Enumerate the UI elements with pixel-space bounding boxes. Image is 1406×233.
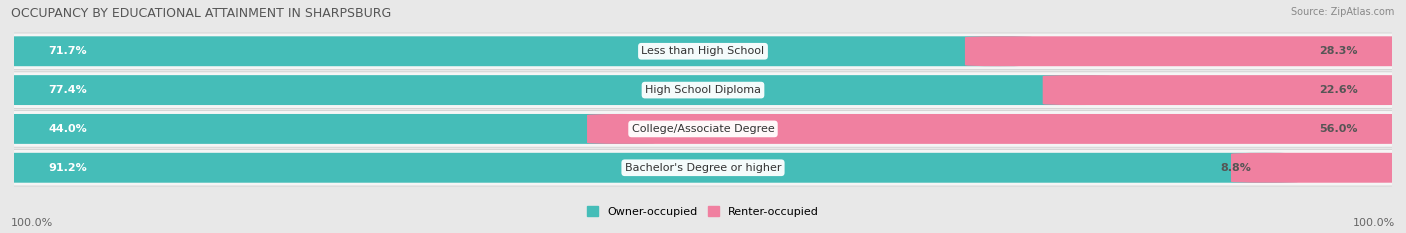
- Text: 71.7%: 71.7%: [48, 46, 87, 56]
- FancyBboxPatch shape: [1043, 75, 1406, 105]
- Text: 91.2%: 91.2%: [48, 163, 87, 173]
- FancyBboxPatch shape: [0, 153, 1299, 183]
- Text: 8.8%: 8.8%: [1220, 163, 1251, 173]
- Text: 56.0%: 56.0%: [1319, 124, 1358, 134]
- FancyBboxPatch shape: [0, 36, 1033, 66]
- FancyBboxPatch shape: [0, 150, 1406, 186]
- FancyBboxPatch shape: [965, 36, 1406, 66]
- FancyBboxPatch shape: [0, 114, 655, 144]
- Text: High School Diploma: High School Diploma: [645, 85, 761, 95]
- Text: OCCUPANCY BY EDUCATIONAL ATTAINMENT IN SHARPSBURG: OCCUPANCY BY EDUCATIONAL ATTAINMENT IN S…: [11, 7, 391, 20]
- Legend: Owner-occupied, Renter-occupied: Owner-occupied, Renter-occupied: [582, 202, 824, 221]
- Text: 100.0%: 100.0%: [11, 218, 53, 228]
- Text: 28.3%: 28.3%: [1319, 46, 1358, 56]
- FancyBboxPatch shape: [0, 72, 1406, 108]
- FancyBboxPatch shape: [0, 111, 1406, 147]
- Text: Bachelor's Degree or higher: Bachelor's Degree or higher: [624, 163, 782, 173]
- Text: Less than High School: Less than High School: [641, 46, 765, 56]
- Text: 100.0%: 100.0%: [1353, 218, 1395, 228]
- Text: 22.6%: 22.6%: [1319, 85, 1358, 95]
- FancyBboxPatch shape: [0, 75, 1111, 105]
- FancyBboxPatch shape: [0, 33, 1406, 69]
- Text: 44.0%: 44.0%: [48, 124, 87, 134]
- Text: College/Associate Degree: College/Associate Degree: [631, 124, 775, 134]
- Text: 77.4%: 77.4%: [48, 85, 87, 95]
- Text: Source: ZipAtlas.com: Source: ZipAtlas.com: [1291, 7, 1395, 17]
- FancyBboxPatch shape: [1232, 153, 1406, 183]
- FancyBboxPatch shape: [588, 114, 1406, 144]
